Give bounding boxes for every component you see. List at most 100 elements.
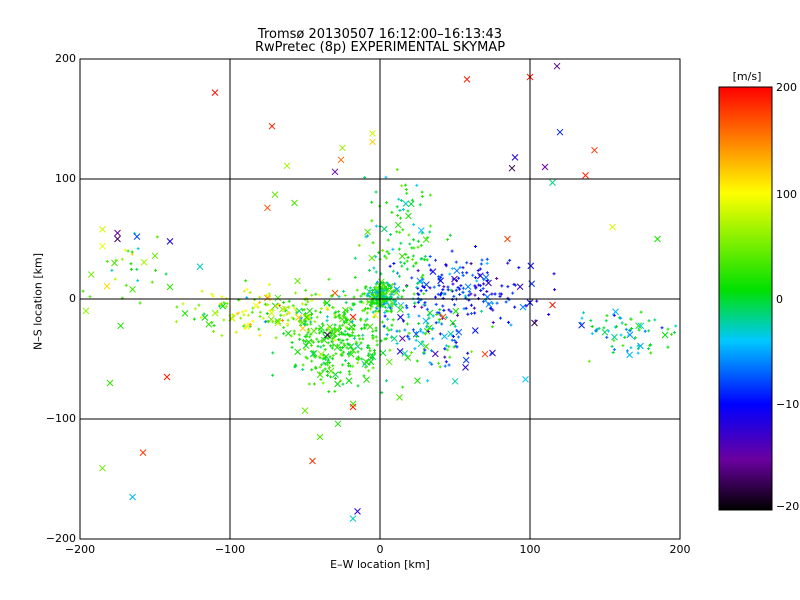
data-point <box>294 363 298 367</box>
data-point <box>387 289 391 293</box>
data-point <box>374 285 378 289</box>
data-point <box>368 286 372 290</box>
data-point <box>361 309 365 313</box>
data-point <box>430 349 434 353</box>
data-point-cross <box>626 331 634 339</box>
data-point-cross <box>609 223 616 231</box>
data-point <box>426 329 430 333</box>
data-point <box>611 351 615 355</box>
data-point <box>491 321 495 325</box>
data-point <box>407 315 411 319</box>
data-point <box>364 285 368 289</box>
data-point <box>382 302 386 306</box>
data-point <box>446 288 450 292</box>
data-point <box>478 284 482 288</box>
data-point <box>672 331 676 335</box>
data-point <box>404 183 408 187</box>
data-point-cross <box>462 356 470 364</box>
data-point <box>491 308 495 312</box>
data-point <box>499 292 503 296</box>
data-point <box>415 334 419 338</box>
data-point <box>405 306 409 310</box>
data-point <box>329 344 333 348</box>
data-point-cross <box>401 350 409 357</box>
data-point <box>390 292 394 296</box>
data-point <box>150 280 154 284</box>
data-point <box>368 268 372 272</box>
data-point <box>639 310 643 314</box>
data-point <box>469 292 473 296</box>
colorbar <box>718 86 773 511</box>
data-point <box>310 368 314 372</box>
data-point <box>321 381 325 385</box>
data-point <box>604 319 608 323</box>
data-point <box>319 345 323 349</box>
data-point <box>348 372 352 376</box>
data-point <box>211 329 215 333</box>
data-point <box>666 327 670 331</box>
data-point <box>222 318 226 322</box>
data-point-cross <box>426 324 433 332</box>
data-point-cross <box>305 338 313 346</box>
data-point <box>422 303 426 307</box>
data-point <box>353 275 357 279</box>
data-point-cross <box>268 309 275 317</box>
data-point-cross <box>87 271 95 278</box>
data-point <box>416 245 420 249</box>
data-point <box>434 258 438 262</box>
data-point <box>328 355 332 359</box>
data-point <box>244 309 248 313</box>
data-point <box>597 326 601 330</box>
data-point-cross <box>429 268 437 276</box>
data-point <box>267 283 271 287</box>
data-point <box>649 351 653 355</box>
data-point <box>620 321 624 325</box>
data-point <box>332 328 336 332</box>
data-point <box>345 318 349 322</box>
data-point <box>370 200 374 204</box>
data-point <box>400 295 404 299</box>
data-point <box>630 326 634 330</box>
data-point <box>424 289 428 293</box>
data-point <box>387 252 391 256</box>
data-point <box>381 281 385 284</box>
data-point-cross <box>582 172 589 179</box>
data-point <box>220 295 224 299</box>
data-point <box>310 359 314 363</box>
data-point <box>416 281 420 285</box>
data-point <box>380 320 384 324</box>
data-point <box>381 290 385 294</box>
data-point <box>126 249 130 253</box>
data-point <box>366 343 370 347</box>
data-point <box>376 294 380 298</box>
data-point <box>331 306 335 310</box>
data-point-cross <box>519 303 527 311</box>
data-point <box>627 333 631 337</box>
data-point <box>364 323 368 327</box>
data-point <box>356 350 360 354</box>
data-point <box>341 363 345 367</box>
data-point <box>363 175 367 179</box>
data-point <box>407 337 411 341</box>
data-point <box>370 293 374 297</box>
data-point <box>462 307 466 311</box>
data-point <box>370 353 374 357</box>
data-point <box>388 306 392 310</box>
data-point <box>327 277 331 281</box>
data-point <box>362 374 366 378</box>
data-point <box>390 304 394 308</box>
data-point <box>372 266 376 270</box>
data-point <box>490 301 494 305</box>
data-point-cross <box>333 344 341 351</box>
data-point <box>425 307 429 311</box>
data-point <box>619 333 623 337</box>
colorbar-tick-label: 0 <box>776 293 783 306</box>
data-point <box>271 351 275 355</box>
data-point <box>427 263 431 267</box>
data-point <box>136 247 140 251</box>
data-point <box>408 242 412 246</box>
data-point <box>447 308 451 312</box>
data-point-cross <box>393 285 401 293</box>
data-point <box>448 355 452 359</box>
data-point <box>374 190 378 194</box>
